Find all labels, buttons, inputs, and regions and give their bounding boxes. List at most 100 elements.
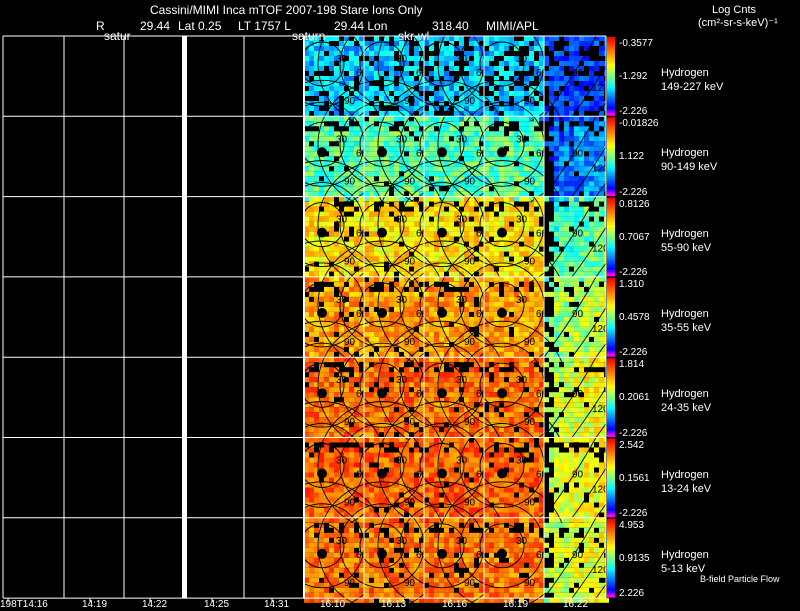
heatmap-cell [534,432,539,438]
heatmap-cell [449,51,454,56]
heatmap-panel [424,437,484,523]
heatmap-cell [594,296,599,302]
heatmap-cell [489,71,494,76]
heatmap-cell [504,341,509,347]
heatmap-cell [559,71,564,76]
heatmap-cell [459,181,464,187]
heatmap-cell [484,161,489,167]
heatmap-cell [409,467,414,473]
heatmap-cell [574,357,579,363]
heatmap-cell [319,86,324,91]
heatmap-cell [399,36,404,41]
heatmap-cell [354,241,359,247]
heatmap-cell [519,221,524,227]
contour-label: 90 [464,96,476,107]
heatmap-cell [384,367,389,373]
heatmap-cell [439,216,444,222]
heatmap-cell [384,487,389,493]
heatmap-cell [364,412,369,418]
heatmap-cell [459,407,464,413]
heatmap-cell [579,326,584,332]
heatmap-cell [549,291,554,297]
heatmap-cell [599,261,604,267]
heatmap-cell [584,301,589,307]
heatmap-cell [514,56,519,61]
heatmap-cell [349,116,354,121]
heatmap-cell [354,377,359,383]
heatmap-cell [599,286,604,292]
heatmap-cell [309,397,314,403]
heatmap-cell [579,346,584,352]
heatmap-cell [384,216,389,222]
heatmap-cell [504,241,509,247]
heatmap-cell [404,211,409,217]
heatmap-cell [579,251,584,257]
heatmap-cell [564,397,569,403]
heatmap-cell [484,377,489,383]
heatmap-cell [494,336,499,342]
heatmap-cell [354,482,359,488]
heatmap-cell [419,136,424,142]
heatmap-cell [444,276,449,282]
heatmap-cell [509,346,514,352]
heatmap-cell [479,437,484,443]
heatmap-cell [464,321,469,327]
heatmap-cell [414,126,419,132]
heatmap-cell [369,372,374,378]
heatmap-cell [589,76,594,81]
heatmap-cell [519,266,524,272]
heatmap-cell [469,131,474,137]
heatmap-cell [574,402,579,408]
heatmap-cell [494,191,499,197]
heatmap-cell [324,176,329,182]
heatmap-cell [419,306,424,312]
heatmap-cell [574,271,579,277]
heatmap-cell [549,146,554,152]
heatmap-cell [304,231,309,237]
heatmap-cell [574,206,579,212]
heatmap-cell [409,392,414,398]
heatmap-cell [374,437,379,443]
heatmap-cell [369,467,374,473]
heatmap-cell [469,321,474,327]
heatmap-cell [414,291,419,297]
heatmap-cell [459,251,464,257]
heatmap-cell [389,176,394,182]
heatmap-cell [424,201,429,207]
heatmap-cell [514,66,519,71]
heatmap-cell [439,266,444,272]
heatmap-cell [324,96,329,101]
heatmap-cell [494,201,499,207]
heatmap-cell [409,497,414,503]
heatmap-cell [354,467,359,473]
heatmap-cell [314,216,319,222]
heatmap-cell [309,266,314,272]
heatmap-cell [569,91,574,96]
heatmap-cell [439,86,444,91]
heatmap-cell [404,356,409,362]
heatmap-cell [524,241,529,247]
heatmap-cell [404,507,409,513]
heatmap-cell [464,206,469,212]
heatmap-cell [309,176,314,182]
heatmap-cell [309,106,314,111]
heatmap-cell [404,487,409,493]
heatmap-cell [444,377,449,383]
heatmap-cell [309,407,314,413]
heatmap-cell [469,181,474,187]
heatmap-cell [314,417,319,423]
heatmap-cell [454,397,459,403]
heatmap-cell [314,357,319,363]
heatmap-cell [504,61,509,66]
heatmap-cell [589,191,594,197]
contour-label: 90 [344,498,356,509]
heatmap-cell [399,382,404,388]
heatmap-cell [429,336,434,342]
heatmap-cell [599,276,604,282]
heatmap-cell [389,141,394,147]
heatmap-cell [464,151,469,157]
heatmap-cell [399,467,404,473]
heatmap-cell [304,477,309,483]
heatmap-cell [569,221,574,227]
heatmap-cell [549,226,554,232]
